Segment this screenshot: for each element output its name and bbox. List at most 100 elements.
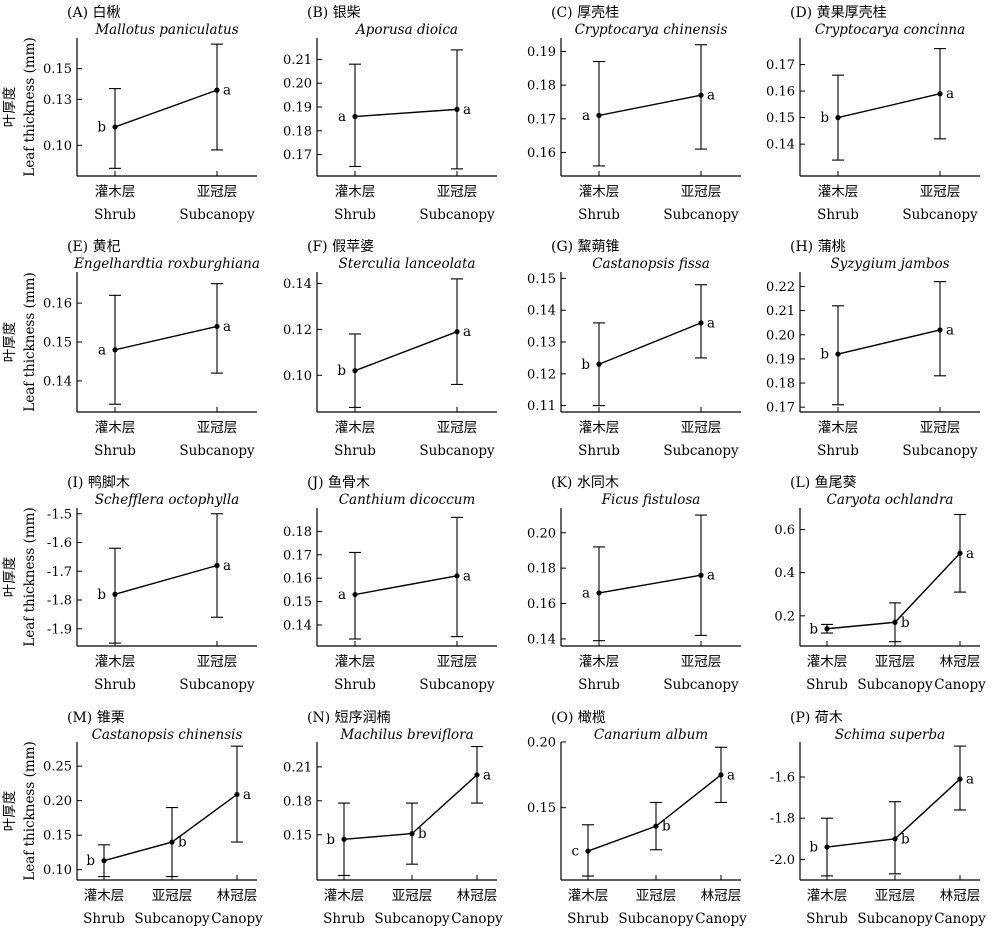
data-point: [937, 91, 943, 97]
series-line: [114, 325, 218, 351]
data-point: [352, 591, 358, 598]
x-category-label-cn: 灌木层: [568, 888, 609, 904]
x-category-label-cn: 亚冠层: [197, 420, 238, 436]
significance-letter: a: [707, 568, 715, 584]
y-tick-label: 0.15: [43, 62, 72, 77]
x-category-label-cn: 灌木层: [579, 184, 620, 200]
x-category-label-cn: 亚冠层: [875, 654, 916, 670]
y-tick-label: 0.20: [527, 526, 556, 541]
y-tick-label: 0.10: [43, 139, 72, 154]
data-point: [454, 573, 460, 579]
y-tick-label: 0.14: [43, 374, 72, 389]
panel-species-title: Mallotus paniculatus: [94, 22, 238, 38]
y-tick-label: 0.21: [283, 53, 312, 68]
series-line: [354, 575, 458, 596]
x-category-label-cn: 亚冠层: [636, 888, 677, 904]
panel-species-title: Machilus breviflora: [339, 727, 473, 743]
y-tick-label: 0.17: [283, 148, 312, 163]
x-category-label-cn: 亚冠层: [681, 184, 722, 200]
panel-label: (I) 鸭脚木: [67, 475, 130, 491]
x-category-label-cn: 灌木层: [807, 888, 848, 904]
y-tick-label: 0.15: [766, 111, 795, 126]
y-axis-label-cn: 叶厚度: [2, 791, 18, 832]
x-category-label-cn: 灌木层: [579, 654, 620, 670]
data-point: [474, 772, 480, 778]
x-category-label-en: Shrub: [578, 677, 620, 693]
y-tick-label: 0.15: [283, 828, 312, 843]
x-category-label-en: Subcanopy: [419, 443, 495, 459]
x-category-label-cn: 灌木层: [324, 888, 365, 904]
y-tick-label: 0.13: [527, 336, 556, 351]
x-category-label-en: Shrub: [578, 207, 620, 223]
x-category-label-cn: 灌木层: [95, 184, 136, 200]
x-category-label-cn: 亚冠层: [197, 654, 238, 670]
significance-letter: b: [820, 347, 829, 363]
x-category-label-en: Subcanopy: [902, 207, 978, 223]
significance-letter: b: [178, 835, 187, 851]
panel-label: (J) 鱼骨木: [307, 474, 370, 491]
significance-letter: a: [463, 324, 471, 340]
series-line: [354, 108, 458, 118]
data-point: [835, 115, 841, 121]
significance-letter: b: [326, 832, 335, 848]
panel-species-title: Cryptocarya chinensis: [575, 22, 728, 38]
y-tick-label: 0.18: [766, 377, 795, 392]
x-category-label-en: Subcanopy: [663, 443, 739, 459]
x-category-label-en: Subcanopy: [663, 677, 739, 693]
y-tick-label: 0.14: [527, 304, 556, 319]
y-tick-label: 0.18: [527, 79, 556, 94]
y-tick-label: 0.20: [283, 77, 312, 92]
x-category-label-en: Shrub: [94, 677, 136, 693]
significance-letter: a: [223, 83, 231, 99]
significance-letter: a: [582, 585, 590, 601]
data-point: [653, 823, 659, 829]
panel-label: (C) 厚壳桂: [551, 4, 619, 21]
panel-species-title: Caryota ochlandra: [827, 492, 954, 508]
significance-letter: a: [98, 342, 106, 358]
significance-letter: b: [901, 615, 910, 631]
y-tick-label: 0.20: [527, 736, 556, 751]
y-tick-label: 0.18: [283, 124, 312, 139]
y-tick-label: 0.14: [527, 632, 556, 647]
significance-letter: a: [223, 558, 231, 574]
x-category-label-cn: 林冠层: [457, 888, 498, 904]
x-category-label-en: Shrub: [94, 207, 136, 223]
series-line: [826, 552, 961, 630]
panel-species-title: Schefflera octophylla: [95, 492, 239, 508]
y-tick-label: 0.15: [527, 272, 556, 287]
significance-letter: a: [243, 787, 251, 803]
series-line: [114, 564, 218, 595]
significance-letter: a: [707, 88, 715, 104]
series-line: [598, 574, 702, 594]
data-point: [112, 591, 118, 597]
data-point: [214, 87, 220, 93]
x-category-label-cn: 亚冠层: [681, 654, 722, 670]
panel-label: (P) 荷木: [790, 710, 843, 726]
series-line: [114, 89, 218, 128]
panel-label: (B) 银柴: [307, 5, 361, 21]
data-point: [824, 844, 830, 850]
y-tick-label: -1.6: [47, 536, 72, 551]
y-tick-label: 0.15: [43, 336, 72, 351]
x-category-label-cn: 灌木层: [84, 888, 125, 904]
significance-letter: b: [809, 621, 818, 637]
data-point: [352, 368, 358, 374]
y-tick-label: 0.19: [283, 101, 312, 116]
significance-letter: a: [483, 767, 491, 783]
x-category-label-en: Subcanopy: [419, 677, 495, 693]
y-tick-label: -2.0: [770, 853, 795, 868]
y-tick-label: 0.21: [766, 304, 795, 319]
significance-letter: b: [418, 826, 427, 842]
significance-letter: b: [662, 819, 671, 835]
panel-label: (K) 水同木: [551, 475, 619, 491]
x-category-label-en: Shrub: [334, 207, 376, 223]
x-category-label-en: Shrub: [817, 207, 859, 223]
y-tick-label: -1.8: [770, 812, 795, 827]
x-category-label-en: Shrub: [94, 443, 136, 459]
y-tick-label: -1.6: [770, 771, 795, 786]
y-axis-label-en: Leaf thickness (mm): [22, 37, 38, 176]
